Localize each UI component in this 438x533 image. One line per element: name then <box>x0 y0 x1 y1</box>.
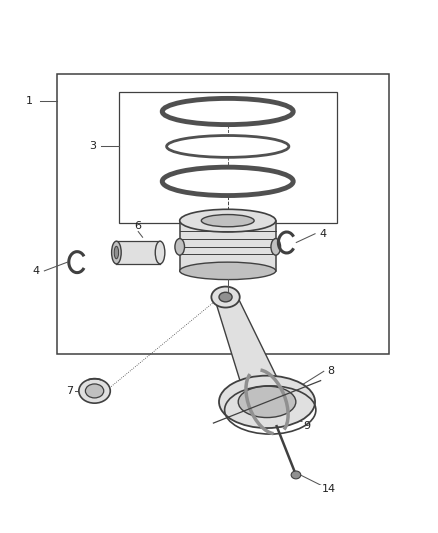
Bar <box>180 221 276 271</box>
Ellipse shape <box>79 379 110 403</box>
Text: 9: 9 <box>303 421 310 431</box>
Text: 1: 1 <box>25 95 32 106</box>
Bar <box>57 75 389 354</box>
Polygon shape <box>215 293 285 409</box>
Ellipse shape <box>180 209 276 232</box>
Ellipse shape <box>114 246 119 259</box>
Ellipse shape <box>212 287 240 308</box>
Ellipse shape <box>85 384 104 398</box>
Text: 4: 4 <box>33 266 40 276</box>
Ellipse shape <box>175 239 184 255</box>
Bar <box>119 92 337 223</box>
Text: 6: 6 <box>135 221 142 231</box>
Text: 4: 4 <box>319 229 326 239</box>
Ellipse shape <box>238 386 296 417</box>
Ellipse shape <box>219 376 315 428</box>
Text: 7: 7 <box>66 386 73 396</box>
Ellipse shape <box>155 241 165 264</box>
Text: 5: 5 <box>224 291 231 301</box>
Ellipse shape <box>112 241 121 264</box>
Text: 3: 3 <box>89 141 96 151</box>
Ellipse shape <box>291 471 301 479</box>
Text: 14: 14 <box>321 484 336 494</box>
Bar <box>117 241 160 264</box>
Text: 8: 8 <box>327 366 334 376</box>
Ellipse shape <box>219 292 232 302</box>
Ellipse shape <box>180 262 276 280</box>
Ellipse shape <box>271 239 281 255</box>
Ellipse shape <box>201 215 254 227</box>
